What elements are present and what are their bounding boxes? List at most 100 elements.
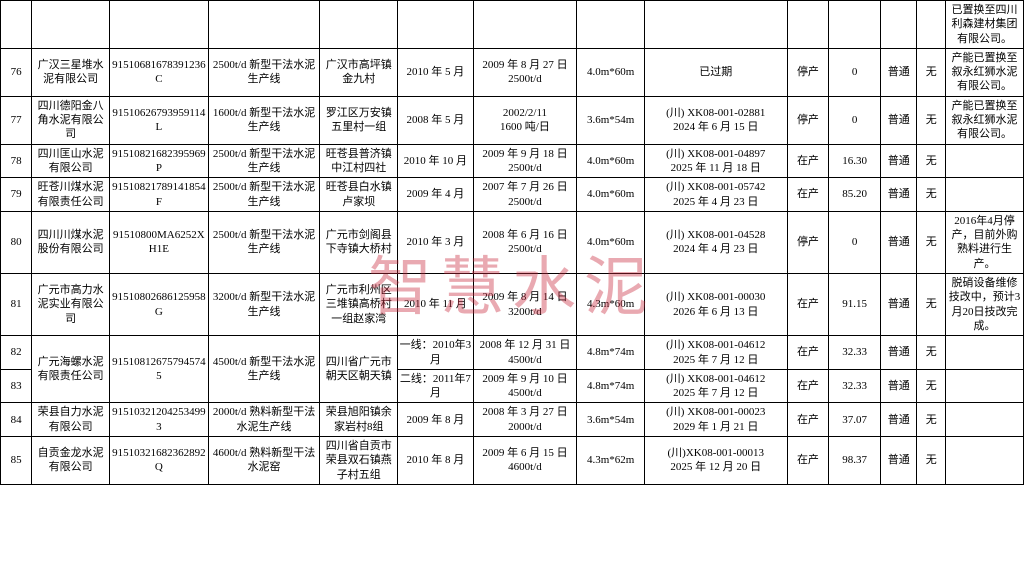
cell: 罗江区万安镇五里村一组	[320, 96, 398, 144]
cell: 91.15	[829, 274, 881, 336]
cell: 32.33	[829, 369, 881, 403]
cell: 在产	[787, 437, 829, 485]
cell	[644, 1, 787, 49]
cell: 0	[829, 48, 881, 96]
cell: (川) XK08-001-046122025 年 7 月 12 日	[644, 369, 787, 403]
cell	[946, 437, 1024, 485]
cell: 普通	[881, 369, 917, 403]
cell: 在产	[787, 369, 829, 403]
cell: 一线：2010年3月	[398, 336, 473, 370]
cell: 旺苍县普济镇中江村四社	[320, 144, 398, 178]
cell: 4.0m*60m	[577, 178, 645, 212]
cell: 普通	[881, 211, 917, 273]
cell: 4.0m*60m	[577, 211, 645, 273]
cell: 2009 年 9 月 10 日4500t/d	[473, 369, 577, 403]
cell	[320, 1, 398, 49]
cell: 4.8m*74m	[577, 369, 645, 403]
cell: (川) XK08-001-048972025 年 11 月 18 日	[644, 144, 787, 178]
cell	[946, 178, 1024, 212]
cell: 普通	[881, 336, 917, 370]
row-number: 83	[1, 369, 32, 403]
cell: (川) XK08-001-057422025 年 4 月 23 日	[644, 178, 787, 212]
cell: 2500t/d 新型干法水泥生产线	[208, 178, 320, 212]
cell: 37.07	[829, 403, 881, 437]
cell: 91510626793959114L	[110, 96, 209, 144]
cell	[946, 403, 1024, 437]
cell: 2010 年 10 月	[398, 144, 473, 178]
cell	[917, 1, 946, 49]
row-number: 81	[1, 274, 32, 336]
cell: 无	[917, 437, 946, 485]
cell: 2009 年 8 月 14 日3200t/d	[473, 274, 577, 336]
cell: 4500t/d 新型干法水泥生产线	[208, 336, 320, 403]
row-number: 80	[1, 211, 32, 273]
cell: 2016年4月停产，目前外购熟料进行生产。	[946, 211, 1024, 273]
cell: 4.0m*60m	[577, 48, 645, 96]
cell: 2010 年 11 月	[398, 274, 473, 336]
cell: 停产	[787, 211, 829, 273]
cell: 无	[917, 96, 946, 144]
cell	[110, 1, 209, 49]
row-number: 77	[1, 96, 32, 144]
cell: 无	[917, 336, 946, 370]
cell	[829, 1, 881, 49]
cell: 普通	[881, 96, 917, 144]
cell: 广汉市高坪镇金九村	[320, 48, 398, 96]
row-number	[1, 1, 32, 49]
cell: 已置换至四川利森建材集团有限公司。	[946, 1, 1024, 49]
cement-table: 已置换至四川利森建材集团有限公司。76广汉三星堆水泥有限公司9151068167…	[0, 0, 1024, 485]
cell: 自贡金龙水泥有限公司	[32, 437, 110, 485]
table-row: 80四川川煤水泥股份有限公司91510800MA6252XH1E2500t/d …	[1, 211, 1024, 273]
cell: 普通	[881, 178, 917, 212]
cell: 91510821789141854F	[110, 178, 209, 212]
cell: 无	[917, 178, 946, 212]
table-row: 79旺苍川煤水泥有限责任公司91510821789141854F2500t/d …	[1, 178, 1024, 212]
cell: 旺苍川煤水泥有限责任公司	[32, 178, 110, 212]
cell: 0	[829, 96, 881, 144]
cell: 普通	[881, 274, 917, 336]
cell: 2500t/d 新型干法水泥生产线	[208, 48, 320, 96]
cell: 0	[829, 211, 881, 273]
table-row: 78四川匡山水泥有限公司91510821682395969P2500t/d 新型…	[1, 144, 1024, 178]
table-row: 82广元海螺水泥有限责任公司9151081267579457454500t/d …	[1, 336, 1024, 370]
cell: 2008 年 5 月	[398, 96, 473, 144]
cell: 普通	[881, 144, 917, 178]
cell: 4.0m*60m	[577, 144, 645, 178]
cell: (川) XK08-001-046122025 年 7 月 12 日	[644, 336, 787, 370]
cell: 98.37	[829, 437, 881, 485]
cell: 91510800MA6252XH1E	[110, 211, 209, 273]
cell: 无	[917, 369, 946, 403]
cell: 32.33	[829, 336, 881, 370]
cell: 2000t/d 熟料新型干法水泥生产线	[208, 403, 320, 437]
cell: 普通	[881, 403, 917, 437]
cell: 在产	[787, 336, 829, 370]
cell: 91510321682362892Q	[110, 437, 209, 485]
row-number: 78	[1, 144, 32, 178]
cell: (川) XK08-001-028812024 年 6 月 15 日	[644, 96, 787, 144]
cell: 2009 年 8 月	[398, 403, 473, 437]
row-number: 85	[1, 437, 32, 485]
cell: 产能已置换至叙永红狮水泥有限公司。	[946, 48, 1024, 96]
cell: 无	[917, 403, 946, 437]
cell: 普通	[881, 437, 917, 485]
cell: 91510821682395969P	[110, 144, 209, 178]
cell: 在产	[787, 178, 829, 212]
cell: 四川德阳金八角水泥有限公司	[32, 96, 110, 144]
cell	[946, 336, 1024, 370]
cell	[881, 1, 917, 49]
cell: 91510681678391236C	[110, 48, 209, 96]
table-row: 81广元市高力水泥实业有限公司91510802686125958G3200t/d…	[1, 274, 1024, 336]
cell: 停产	[787, 96, 829, 144]
cell: 四川匡山水泥有限公司	[32, 144, 110, 178]
cell	[577, 1, 645, 49]
cell: 四川省自贡市荣县双石镇燕子村五组	[320, 437, 398, 485]
cell: 无	[917, 274, 946, 336]
cell: 2010 年 3 月	[398, 211, 473, 273]
cell: 2002/2/111600 吨/日	[473, 96, 577, 144]
cell: 产能已置换至叙永红狮水泥有限公司。	[946, 96, 1024, 144]
cell: 在产	[787, 144, 829, 178]
cell: 2010 年 5 月	[398, 48, 473, 96]
cell: 普通	[881, 48, 917, 96]
cell: 2500t/d 新型干法水泥生产线	[208, 144, 320, 178]
cell	[32, 1, 110, 49]
